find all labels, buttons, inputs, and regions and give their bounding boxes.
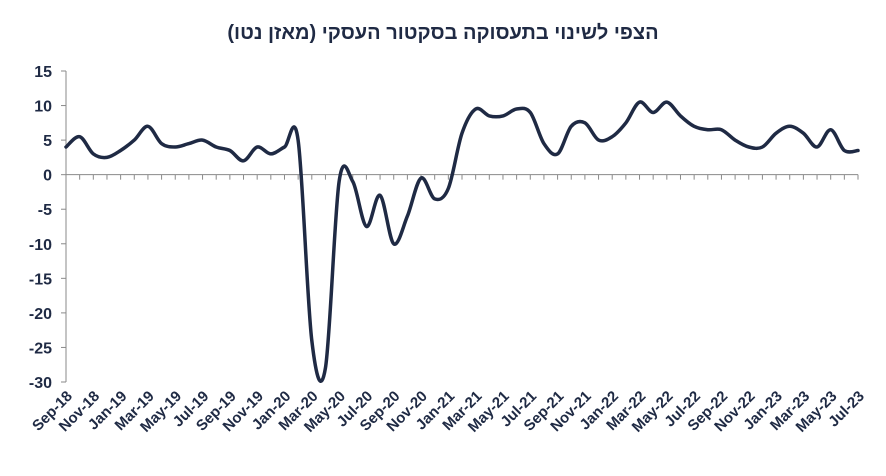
series-layer xyxy=(64,100,860,383)
y-tick-label: 10 xyxy=(34,99,52,116)
x-axis: Sep-18Nov-18Jan-19Mar-19May-19Jul-19Sep-… xyxy=(29,174,868,436)
y-tick-label: -20 xyxy=(29,306,52,323)
y-tick-label: -25 xyxy=(29,340,52,357)
chart-title: הצפי לשינוי בתעסוקה בסקטור העסקי (מאזן נ… xyxy=(227,22,659,44)
y-tick-label: -15 xyxy=(29,271,52,288)
y-tick-label: -5 xyxy=(38,202,52,219)
y-tick-label: -30 xyxy=(29,375,52,392)
y-tick-label: 0 xyxy=(43,168,52,185)
series-line xyxy=(64,100,860,383)
y-tick-label: -10 xyxy=(29,237,52,254)
y-axis: 15 10 5 0 -5 -10 -15 -20 -25 -30 xyxy=(29,64,67,392)
y-tick-label: 5 xyxy=(43,133,52,150)
y-tick-label: 15 xyxy=(34,64,52,81)
